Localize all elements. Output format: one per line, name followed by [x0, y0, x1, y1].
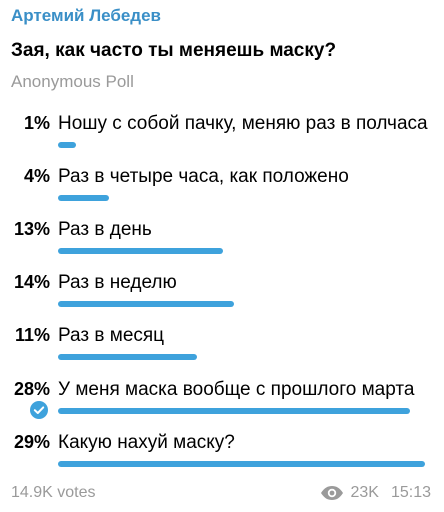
poll-option-6[interactable]: 28% У меня маска вообще с прошлого марта — [0, 379, 444, 423]
option-text: Раз в четыре часа, как положено — [58, 166, 349, 187]
author-name[interactable]: Артемий Лебедев — [11, 6, 162, 25]
option-percent: 14% — [13, 272, 50, 292]
poll-option-5[interactable]: 11% Раз в месяц — [0, 325, 444, 369]
option-bar — [58, 301, 234, 307]
votes-count: 14.9K votes — [11, 484, 96, 501]
option-text: Раз в неделю — [58, 272, 177, 293]
option-text: У меня маска вообще с прошлого марта — [58, 379, 415, 400]
message-time: 15:13 — [390, 484, 431, 501]
poll-option-3[interactable]: 13% Раз в день — [0, 219, 444, 263]
poll-option-7[interactable]: 29% Какую нахуй маску? — [0, 432, 444, 476]
option-bar — [58, 142, 76, 148]
poll-option-1[interactable]: 1% Ношу с собой пачку, меняю раз в полча… — [0, 113, 444, 157]
option-text: Раз в день — [58, 219, 152, 240]
poll-option-4[interactable]: 14% Раз в неделю — [0, 272, 444, 316]
views-count: 23K — [350, 484, 379, 501]
option-percent: 13% — [13, 219, 50, 239]
poll-question: Зая, как часто ты меняешь маску? — [11, 40, 337, 61]
option-percent: 1% — [23, 113, 50, 133]
option-percent: 4% — [23, 166, 50, 186]
option-bar — [58, 408, 410, 414]
option-bar — [58, 461, 425, 467]
check-icon — [30, 401, 48, 419]
option-percent: 11% — [14, 325, 50, 345]
option-text: Раз в месяц — [58, 325, 165, 346]
eye-icon — [321, 486, 344, 500]
option-bar — [58, 248, 223, 254]
option-percent: 29% — [13, 432, 50, 452]
option-bar — [58, 354, 197, 360]
option-percent: 28% — [13, 379, 50, 399]
option-text: Какую нахуй маску? — [58, 432, 235, 453]
option-bar — [58, 195, 109, 201]
message-meta: 23K 15:13 — [320, 484, 431, 502]
option-text: Ношу с собой пачку, меняю раз в полчаса — [58, 113, 428, 134]
poll-option-2[interactable]: 4% Раз в четыре часа, как положено — [0, 166, 444, 210]
poll-type-label: Anonymous Poll — [11, 72, 134, 91]
